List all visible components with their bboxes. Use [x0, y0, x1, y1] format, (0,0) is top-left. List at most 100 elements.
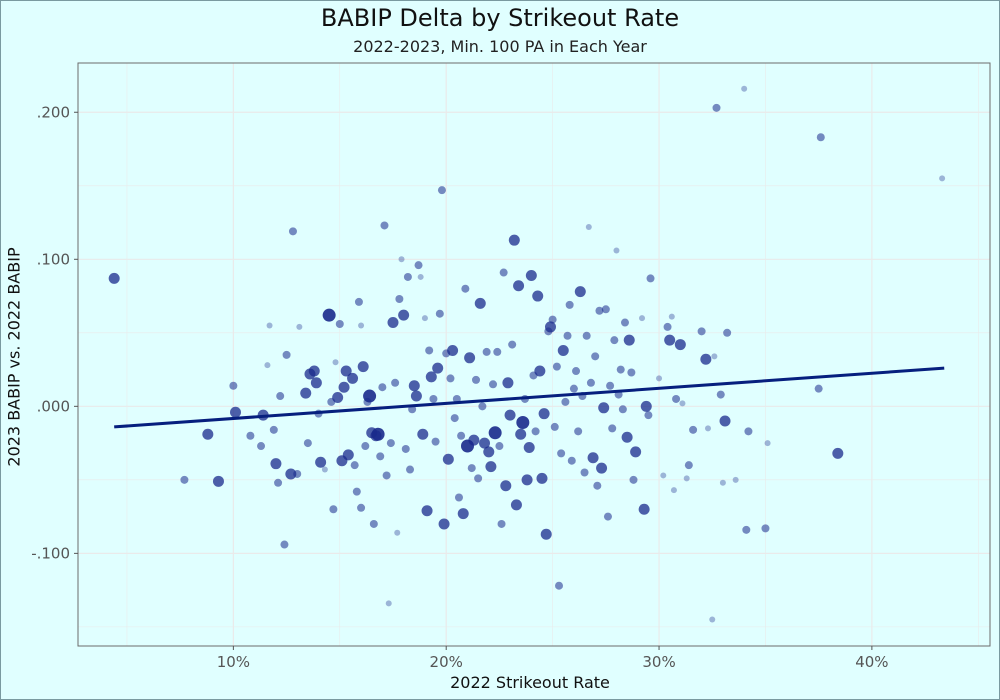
data-point — [689, 425, 698, 434]
data-point — [266, 322, 273, 329]
data-point — [660, 472, 667, 479]
data-point — [603, 512, 612, 521]
data-point — [629, 475, 638, 484]
data-point — [376, 452, 385, 461]
data-point — [697, 327, 706, 336]
data-point — [391, 378, 400, 387]
data-point — [764, 440, 771, 447]
data-point — [350, 461, 359, 470]
data-point — [663, 322, 672, 331]
data-point — [574, 286, 586, 298]
data-point — [601, 305, 610, 314]
data-point — [709, 616, 716, 623]
data-point — [608, 424, 617, 433]
data-point — [640, 400, 652, 412]
data-point — [202, 428, 214, 440]
data-point — [521, 474, 533, 486]
y-tick-label: -.100 — [31, 544, 70, 562]
data-point — [398, 309, 410, 321]
data-point — [627, 368, 636, 377]
data-point — [296, 323, 303, 330]
data-point — [646, 274, 655, 283]
data-point — [621, 431, 633, 443]
data-point — [555, 581, 564, 590]
data-point — [719, 415, 731, 427]
data-point — [569, 384, 578, 393]
data-point — [398, 256, 405, 263]
data-point — [478, 402, 487, 411]
data-point — [357, 503, 366, 512]
data-point — [385, 600, 392, 607]
data-point — [264, 362, 271, 369]
data-point — [308, 365, 320, 377]
x-tick-label: 20% — [430, 653, 463, 671]
data-point — [315, 456, 327, 468]
data-point — [664, 334, 676, 346]
data-point — [644, 411, 653, 420]
data-point — [408, 380, 420, 392]
data-point — [457, 508, 469, 520]
data-point — [656, 375, 663, 382]
data-point — [616, 365, 625, 374]
data-point — [497, 519, 506, 528]
data-point — [712, 103, 721, 112]
trend-line — [114, 366, 945, 429]
data-point — [563, 331, 572, 340]
data-point — [280, 540, 289, 549]
data-point — [431, 437, 440, 446]
data-point — [421, 315, 428, 322]
data-point — [593, 481, 602, 490]
data-point — [322, 308, 336, 322]
data-point — [300, 387, 312, 399]
data-point — [180, 475, 189, 484]
data-point — [437, 186, 446, 195]
data-point — [457, 431, 466, 440]
data-point — [814, 384, 823, 393]
x-axis-label: 2022 Strikeout Rate — [450, 673, 610, 692]
data-point — [347, 372, 359, 384]
data-point — [504, 409, 516, 421]
data-points — [108, 85, 946, 623]
y-tick-label: .000 — [37, 397, 70, 415]
data-point — [586, 378, 595, 387]
data-point — [711, 353, 718, 360]
data-point — [363, 389, 377, 403]
data-point — [269, 425, 278, 434]
data-point — [387, 317, 399, 329]
data-point — [540, 528, 552, 540]
data-point — [229, 381, 238, 390]
data-point — [565, 300, 574, 309]
data-point — [450, 414, 459, 423]
data-point — [832, 447, 844, 459]
data-point — [639, 315, 646, 322]
data-point — [538, 408, 550, 420]
data-point — [332, 359, 339, 366]
data-point — [461, 284, 470, 293]
data-point — [587, 452, 599, 464]
data-point — [369, 519, 378, 528]
data-point — [638, 503, 650, 515]
data-point — [623, 334, 635, 346]
y-tick-label: .100 — [37, 250, 70, 268]
data-point — [495, 442, 504, 451]
data-point — [464, 352, 476, 364]
data-point — [293, 469, 302, 478]
data-point — [417, 273, 424, 280]
chart-title: BABIP Delta by Strikeout Rate — [320, 4, 680, 32]
data-point — [523, 442, 535, 454]
data-point — [732, 476, 739, 483]
data-point — [684, 461, 693, 470]
data-point — [531, 427, 540, 436]
axis-ticks: 10% 20% 30% 40% -.100 .000 .100 .200 — [31, 103, 888, 671]
y-axis-label: 2023 BABIP vs. 2022 BABIP — [4, 247, 24, 467]
data-point — [303, 439, 312, 448]
data-point — [723, 328, 732, 337]
data-point — [591, 352, 600, 361]
data-point — [493, 347, 502, 356]
data-point — [442, 453, 454, 465]
data-point — [410, 390, 422, 402]
data-point — [338, 381, 350, 393]
data-point — [421, 505, 433, 517]
data-point — [285, 468, 297, 480]
data-point — [502, 377, 514, 389]
